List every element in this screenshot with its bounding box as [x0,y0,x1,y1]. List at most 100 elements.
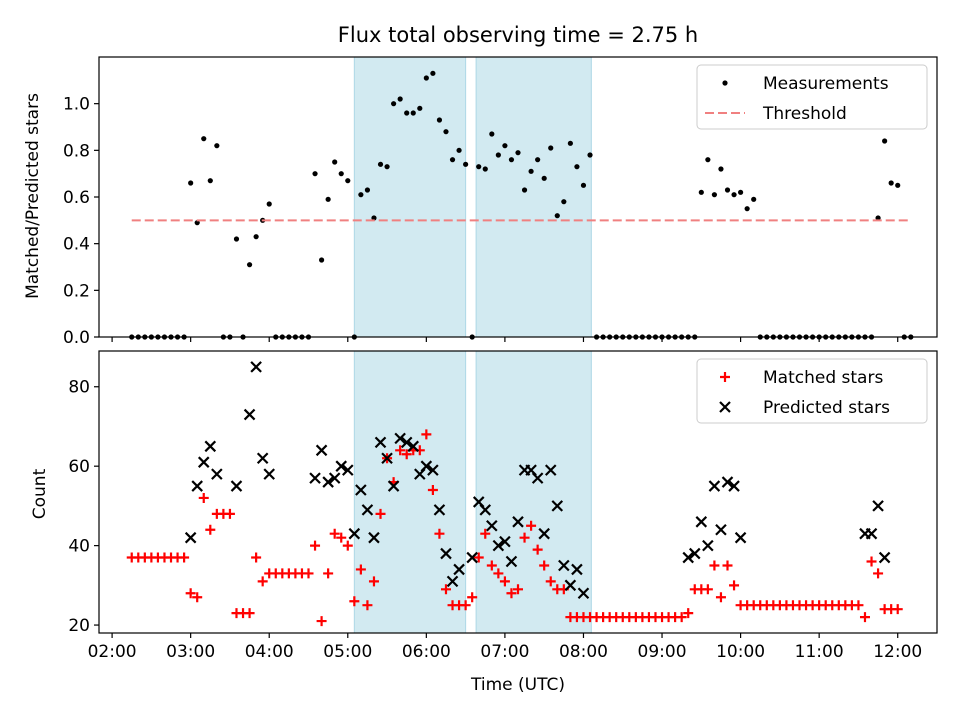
measurement-point [377,161,384,167]
measurement-point [384,164,390,170]
measurement-point [515,150,521,156]
y-tick-label: 60 [68,457,90,477]
matched-star-marker [499,576,510,587]
measurement-point [423,75,429,81]
measurement-point [875,215,881,221]
predicted-star-marker [721,476,734,488]
measurement-point [358,192,364,198]
predicted-star-marker [368,531,380,544]
legend-label: Measurements [763,74,889,94]
predicted-star-marker [387,480,400,492]
x-tick-label: 11:00 [795,642,844,662]
predicted-star-marker [453,563,465,576]
measurement-point [698,189,704,195]
measurement-point [345,178,351,184]
matched-star-marker [493,568,504,579]
predicted-star-marker [433,504,446,516]
measurement-point [567,140,573,146]
predicted-star-marker [420,460,433,472]
matched-star-marker [480,528,491,539]
matched-star-marker [683,608,694,619]
predicted-star-marker [479,504,492,516]
measurement-point [201,136,207,142]
measurement-point [233,236,240,242]
measurement-point [495,152,501,158]
predicted-star-marker [211,468,223,480]
x-tick-label: 08:00 [559,642,608,662]
predicted-star-marker [250,361,262,373]
predicted-star-marker [348,527,361,540]
matched-star-marker [892,604,903,615]
matched-star-marker [427,485,438,496]
measurement-point [705,157,711,163]
legend-label: Predicted stars [763,398,890,418]
matched-star-marker [545,576,556,587]
measurement-point [312,171,318,177]
predicted-star-marker [184,531,197,544]
measurement-point [574,164,580,170]
matched-star-marker [362,600,373,611]
predicted-star-marker [577,587,590,600]
predicted-star-marker [878,551,891,564]
y-tick-label: 80 [68,378,90,398]
measurement-point [737,189,744,195]
legend-cross-marker [719,401,731,413]
matched-star-marker [729,580,740,591]
matched-star-marker [179,552,190,563]
matched-star-marker [460,600,471,611]
measurement-point [718,166,724,172]
x-tick-label: 02:00 [88,642,137,662]
predicted-star-marker [400,436,413,449]
measurement-point [744,206,750,212]
matched-star-marker [198,492,209,503]
predicted-star-marker [531,472,544,484]
predicted-star-marker [315,444,328,457]
matched-star-marker [192,592,203,603]
matched-star-marker [323,568,334,579]
matched-star-marker [401,449,412,460]
measurement-point [476,164,482,170]
predicted-star-marker [191,480,203,492]
measurement-point [888,180,894,186]
measurement-point [207,178,213,184]
measurement-point [463,161,469,167]
measurement-point [489,131,495,137]
matched-star-marker [532,544,543,555]
predicted-star-marker [328,472,341,484]
predicted-star-marker [682,551,694,564]
measurement-point [253,234,259,240]
measurement-point [548,145,554,151]
matched-star-marker [205,524,216,535]
predicted-star-marker [708,480,721,492]
x-axis-label: Time (UTC) [470,675,565,695]
predicted-star-marker [872,500,884,512]
measurement-point [246,262,253,268]
x-tick-label: 05:00 [323,642,372,662]
x-tick-label: 12:00 [873,642,922,662]
x-tick-label: 03:00 [166,642,215,662]
predicted-star-marker [197,456,210,468]
measurement-point [528,168,534,174]
measurement-point [561,199,567,205]
matched-star-marker [676,612,687,623]
measurement-point [711,192,718,198]
predicted-star-marker [544,464,557,476]
predicted-star-marker [492,539,505,552]
predicted-star-marker [505,555,518,568]
predicted-star-marker [512,516,524,528]
predicted-star-marker [204,440,217,453]
x-tick-label: 09:00 [638,642,687,662]
y-tick-label: 0.6 [63,188,90,208]
measurement-point [417,105,423,111]
matched-star-marker [303,568,314,579]
measurement-point [436,117,443,123]
measurement-point [404,110,410,116]
matched-star-marker [421,429,432,440]
y-tick-label: 1.0 [63,95,90,115]
matched-star-marker [368,576,379,587]
measurement-point [332,159,338,165]
matched-star-marker [486,560,497,571]
matched-star-marker [853,600,864,611]
matched-star-marker [513,584,523,595]
